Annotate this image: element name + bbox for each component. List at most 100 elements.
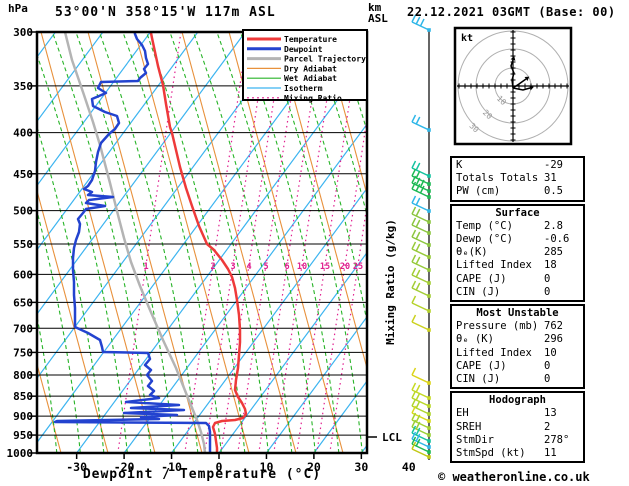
parcel-trajectory-curve — [63, 32, 207, 453]
legend-label: Temperature — [284, 35, 337, 44]
temp-tick-label: 40 — [402, 460, 416, 474]
table-row: PW (cm) 0.5 — [452, 185, 583, 198]
wind-barb-feather — [415, 256, 421, 265]
wet-adiabat-line — [98, 32, 199, 453]
table-row: StmSpd (kt) 11 — [452, 447, 583, 460]
pressure-axis-unit: hPa — [8, 2, 28, 15]
table-row-value: 0 — [544, 373, 551, 386]
wind-barb-feather — [411, 425, 417, 434]
wind-barb-feather — [411, 206, 417, 215]
table-row: Totals Totals 31 — [452, 172, 583, 185]
wind-barb-feather — [415, 421, 421, 430]
wet-adiabat-line — [169, 32, 269, 453]
wind-barb-feather — [415, 231, 421, 240]
isotherm-line — [265, 315, 367, 453]
background-line-families — [0, 24, 367, 460]
isotherm-line — [37, 32, 199, 251]
wind-barb-feather — [411, 441, 417, 450]
table-row-value: 762 — [544, 320, 563, 333]
dry-adiabat-line — [37, 362, 62, 453]
wind-barb-node — [427, 455, 431, 459]
table-row: θₑ (K) 296 — [452, 333, 583, 346]
legend-label: Wet Adiabat — [284, 73, 337, 83]
mixing-ratio-value-label: 4 — [246, 262, 251, 272]
wind-barb-feather — [415, 162, 421, 171]
table-row-label: Lifted Index — [456, 346, 532, 359]
wind-barb-shaft — [411, 236, 430, 246]
indices-table-box: Hodograph EH 13 SREH 2 StmDir 278° StmSpd (kt) 1… — [450, 391, 585, 464]
wet-adiabat-line — [357, 32, 367, 60]
table-row: SREH 2 — [452, 421, 583, 434]
plot-border — [35, 30, 369, 455]
table-row-label: CAPE (J) — [456, 359, 507, 372]
table-row-label: StmDir — [456, 433, 494, 446]
legend-label: Dewpoint — [284, 44, 323, 54]
mixing-ratio-value-label: 2 — [210, 262, 215, 272]
wind-barb-node — [427, 294, 431, 298]
temperature-curve — [149, 32, 248, 453]
wind-barb-feather — [411, 241, 417, 250]
wind-barb — [411, 241, 431, 259]
table-row-value: 278° — [544, 433, 570, 446]
wind-barb-shaft — [411, 213, 430, 223]
table-row-label: PW (cm) — [456, 185, 501, 198]
table-row-value: 0 — [544, 285, 551, 298]
wind-barb-node — [427, 268, 431, 272]
temp-tick-label: -20 — [114, 460, 135, 474]
dry-adiabat-line — [181, 32, 297, 453]
indices-table-box: Most Unstable Pressure (mb) 762 θₑ (K) 296 Li… — [450, 304, 585, 390]
pressure-tick-label: 550 — [13, 238, 33, 251]
wind-barb-shaft — [411, 438, 430, 448]
hodograph-trace-arrowhead — [529, 85, 534, 91]
dry-adiabat-line — [322, 32, 367, 197]
table-row-label: K — [456, 159, 463, 171]
dewpoint-curve — [53, 32, 212, 453]
mixing-ratio-value-label: 15 — [320, 262, 330, 272]
wind-barb-column — [411, 14, 431, 460]
legend-label: Parcel Trajectory — [284, 54, 366, 64]
wind-barb — [411, 367, 431, 385]
wet-adiabat-line — [239, 32, 340, 453]
lcl-label: LCL — [382, 431, 402, 444]
wind-barb-shaft — [411, 224, 430, 234]
wet-adiabat-line — [75, 32, 175, 453]
wind-barb-node — [427, 195, 431, 199]
wet-adiabat-line — [37, 125, 105, 453]
wind-barb — [411, 195, 431, 213]
axis-tick-labels: 3003504004505005506006507007508008509009… — [7, 26, 416, 474]
dry-adiabat-line — [275, 32, 367, 371]
wind-barb-node — [427, 412, 431, 416]
mixing-ratio-line — [296, 32, 361, 453]
wind-barb-node — [427, 231, 431, 235]
temp-tick-label: 20 — [307, 460, 321, 474]
table-row-label: Temp (°C) — [456, 219, 513, 232]
wet-adiabat-line — [122, 32, 222, 453]
table-section-title: Hodograph — [489, 394, 546, 407]
wind-barb-feather — [415, 177, 421, 186]
table-row-value: 13 — [544, 407, 557, 420]
table-row-label: θₑ(K) — [456, 246, 488, 259]
wind-barb-shaft — [411, 287, 430, 297]
wet-adiabat-line — [0, 24, 11, 460]
wind-barb-feather — [411, 436, 417, 445]
mixing-ratio-line — [184, 32, 249, 453]
wind-barb-shaft — [411, 202, 430, 212]
hodograph-trace-arrowhead — [524, 76, 530, 82]
pressure-tick-label: 600 — [13, 268, 33, 281]
wind-barb-feather — [415, 243, 421, 252]
wind-barb-node — [427, 450, 431, 454]
table-row-value: -29 — [544, 159, 563, 171]
wind-barb-node — [427, 182, 431, 186]
pressure-tick-label: 1000 — [7, 447, 34, 460]
table-row: CAPE (J) 0 — [452, 360, 583, 373]
wind-barb-feather — [411, 217, 417, 226]
wet-adiabat-line — [216, 32, 316, 453]
mixing-ratio-line — [204, 32, 269, 453]
wind-barb — [411, 314, 431, 332]
temp-tick-label: -30 — [66, 460, 87, 474]
wind-barb-shaft — [411, 321, 430, 331]
wind-barb — [411, 206, 431, 224]
wind-barb-feather — [415, 282, 421, 291]
altitude-axis-unit: km ASL — [368, 1, 388, 25]
